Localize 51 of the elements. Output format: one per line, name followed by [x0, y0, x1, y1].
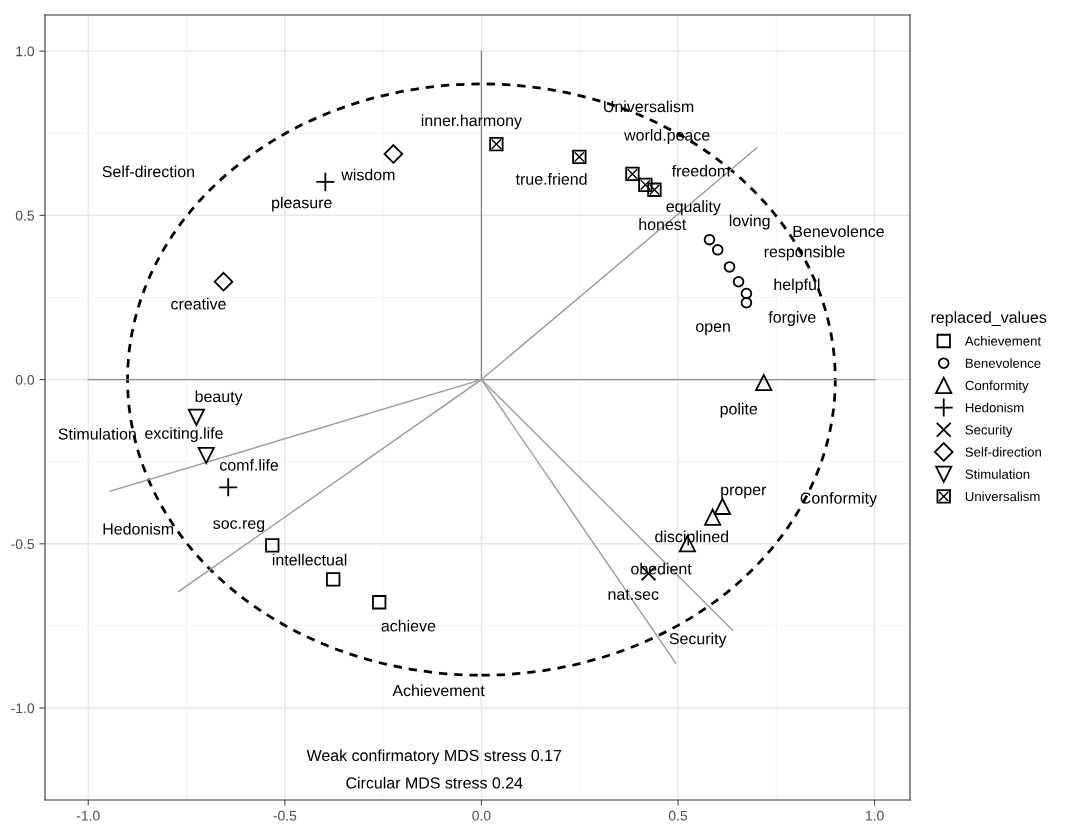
annotation: comf.life — [220, 459, 279, 471]
legend-label: Achievement — [964, 336, 1042, 346]
x-tick-label: -0.5 — [273, 810, 297, 821]
annotation: Conformity — [800, 492, 878, 507]
annotation: freedom — [671, 164, 730, 177]
annotation: forgive — [768, 311, 816, 326]
annotation: creative — [171, 297, 226, 310]
x-tick-label: 1.0 — [866, 810, 884, 821]
y-tick-label: -0.5 — [11, 539, 34, 549]
y-tick-label: 0.5 — [15, 210, 34, 221]
annotation: Benevolence — [793, 225, 884, 238]
annotation: Hedonism — [103, 522, 174, 535]
annotation: loving — [729, 214, 770, 230]
annotation: inner.harmony — [421, 114, 522, 130]
annotation: responsible — [764, 245, 845, 261]
x-tick-label: -1.0 — [76, 810, 100, 821]
annotation: beauty — [195, 390, 243, 406]
legend-label: Conformity — [965, 380, 1029, 393]
annotation: equality — [666, 200, 721, 216]
x-tick-label: 0.0 — [472, 810, 491, 821]
annotation: true.friend — [515, 173, 587, 185]
annotation: Weak confirmatory MDS stress 0.17 — [306, 749, 562, 765]
annotation: wisdom — [341, 168, 395, 181]
annotation: exciting.life — [145, 427, 223, 443]
annotation: Self-direction — [102, 165, 194, 178]
annotation: Stimulation — [58, 427, 136, 440]
annotation: soc.reg — [213, 520, 265, 533]
annotation: world.peace — [624, 129, 710, 144]
annotation: nat.sec — [608, 589, 659, 600]
legend-label: Benevolence — [965, 358, 1041, 368]
annotation: polite — [720, 402, 758, 418]
annotation: pleasure — [272, 196, 332, 212]
legend-title: replaced_values — [931, 311, 1047, 327]
y-tick-label: -1.0 — [11, 703, 35, 714]
annotation: proper — [721, 486, 767, 499]
y-tick-label: 1.0 — [16, 46, 35, 57]
legend-label: Universalism — [965, 491, 1040, 502]
legend-label: Self-direction — [965, 447, 1041, 457]
annotation: intellectual — [272, 553, 347, 566]
legend-label: Stimulation — [965, 469, 1030, 479]
annotation: Achievement — [392, 684, 485, 697]
annotation: Circular MDS stress 0.24 — [346, 776, 523, 789]
annotation: achieve — [381, 619, 436, 632]
legend-label: Security — [965, 424, 1013, 438]
y-tick-label: 0.0 — [15, 374, 35, 385]
legend-label: Hedonism — [965, 402, 1024, 413]
annotation: open — [696, 323, 730, 336]
annotation: Security — [669, 632, 727, 648]
annotation: honest — [639, 218, 687, 231]
annotation: helpful — [774, 278, 820, 294]
x-tick-label: 0.5 — [668, 810, 688, 821]
